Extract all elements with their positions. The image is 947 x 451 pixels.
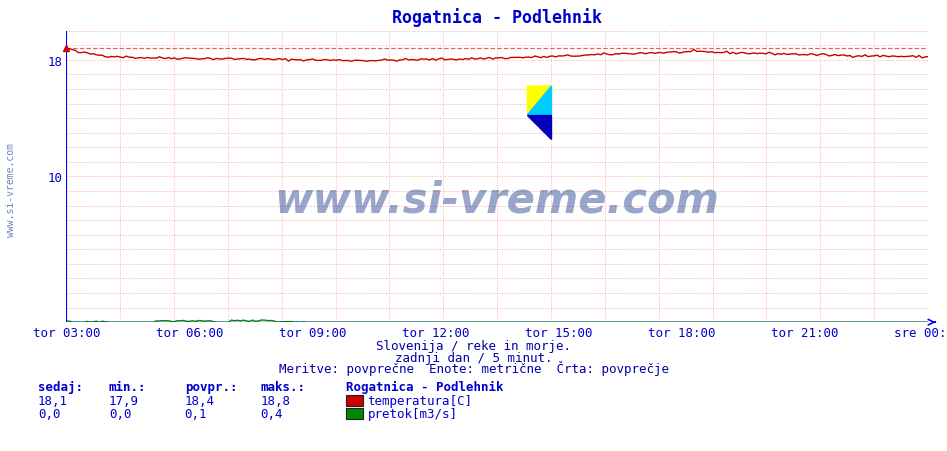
Text: 18,4: 18,4	[185, 394, 215, 407]
Polygon shape	[527, 87, 551, 115]
Title: Rogatnica - Podlehnik: Rogatnica - Podlehnik	[392, 8, 602, 27]
Text: povpr.:: povpr.:	[185, 380, 237, 393]
Text: 0,4: 0,4	[260, 407, 283, 420]
Text: www.si-vreme.com: www.si-vreme.com	[7, 143, 16, 236]
Polygon shape	[527, 115, 551, 139]
Text: temperatura[C]: temperatura[C]	[367, 394, 473, 407]
Text: 0,1: 0,1	[185, 407, 207, 420]
Text: zadnji dan / 5 minut.: zadnji dan / 5 minut.	[395, 351, 552, 364]
Text: Rogatnica - Podlehnik: Rogatnica - Podlehnik	[346, 380, 503, 393]
Text: sedaj:: sedaj:	[38, 380, 83, 393]
Text: 17,9: 17,9	[109, 394, 139, 407]
Text: Slovenija / reke in morje.: Slovenija / reke in morje.	[376, 340, 571, 353]
Text: maks.:: maks.:	[260, 380, 306, 393]
Text: Meritve: povprečne  Enote: metrične  Črta: povprečje: Meritve: povprečne Enote: metrične Črta:…	[278, 360, 669, 375]
Text: 0,0: 0,0	[109, 407, 132, 420]
Text: www.si-vreme.com: www.si-vreme.com	[275, 179, 720, 221]
Text: pretok[m3/s]: pretok[m3/s]	[367, 407, 457, 420]
Text: min.:: min.:	[109, 380, 147, 393]
Polygon shape	[527, 87, 551, 115]
Text: 18,1: 18,1	[38, 394, 68, 407]
Text: 18,8: 18,8	[260, 394, 291, 407]
Text: 0,0: 0,0	[38, 407, 61, 420]
